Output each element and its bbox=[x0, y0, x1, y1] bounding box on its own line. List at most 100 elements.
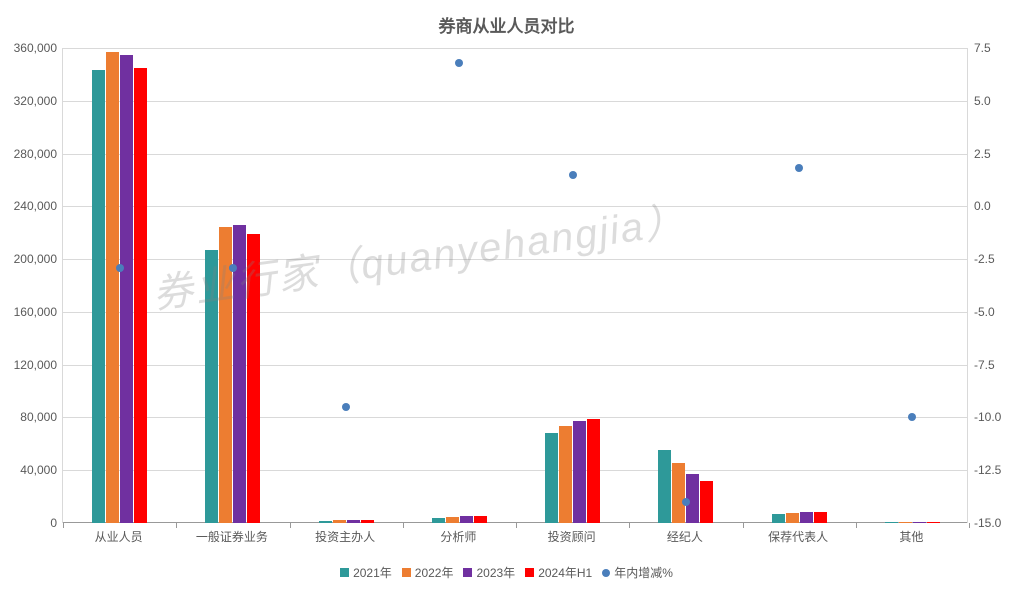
gridline bbox=[63, 312, 967, 313]
y-left-tick-label: 240,000 bbox=[14, 199, 57, 213]
y-right-tick-label: 2.5 bbox=[974, 147, 991, 161]
legend-swatch-icon bbox=[463, 568, 472, 577]
bar bbox=[247, 234, 260, 523]
y-right-tick-label: 5.0 bbox=[974, 94, 991, 108]
x-tick-label: 投资主办人 bbox=[315, 528, 375, 545]
legend-label: 2023年 bbox=[476, 564, 515, 581]
legend-label: 2024年H1 bbox=[538, 564, 592, 581]
y-left-tick-label: 200,000 bbox=[14, 252, 57, 266]
legend-swatch-icon bbox=[340, 568, 349, 577]
x-tick-label: 其他 bbox=[899, 528, 923, 545]
scatter-dot bbox=[342, 403, 350, 411]
bar bbox=[573, 421, 586, 523]
bar bbox=[700, 481, 713, 523]
plot-area bbox=[62, 48, 968, 523]
bar bbox=[92, 70, 105, 523]
x-tick bbox=[743, 523, 744, 528]
x-tick-label: 一般证券业务 bbox=[196, 528, 268, 545]
scatter-dot bbox=[229, 264, 237, 272]
x-tick bbox=[629, 523, 630, 528]
y-left-tick-label: 360,000 bbox=[14, 41, 57, 55]
x-tick bbox=[290, 523, 291, 528]
legend-item: 年内增减% bbox=[602, 564, 673, 581]
gridline bbox=[63, 365, 967, 366]
gridline bbox=[63, 470, 967, 471]
bar bbox=[899, 522, 912, 523]
bar bbox=[927, 522, 940, 523]
y-right-tick-label: -7.5 bbox=[974, 358, 995, 372]
y-right-tick-label: 0.0 bbox=[974, 199, 991, 213]
x-tick bbox=[516, 523, 517, 528]
scatter-dot bbox=[569, 171, 577, 179]
scatter-dot bbox=[795, 164, 803, 172]
bar bbox=[814, 512, 827, 523]
bar bbox=[205, 250, 218, 523]
y-right-tick-label: -10.0 bbox=[974, 410, 1001, 424]
bar bbox=[885, 522, 898, 523]
y-right-tick-label: -2.5 bbox=[974, 252, 995, 266]
gridline bbox=[63, 259, 967, 260]
x-tick-label: 经纪人 bbox=[667, 528, 703, 545]
legend-label: 2022年 bbox=[415, 564, 454, 581]
y-right-tick-label: 7.5 bbox=[974, 41, 991, 55]
x-tick bbox=[403, 523, 404, 528]
bar bbox=[120, 55, 133, 523]
x-tick-label: 投资顾问 bbox=[548, 528, 596, 545]
x-tick bbox=[63, 523, 64, 528]
x-tick bbox=[969, 523, 970, 528]
bar bbox=[319, 521, 332, 523]
gridline bbox=[63, 101, 967, 102]
y-left-tick-label: 40,000 bbox=[20, 463, 57, 477]
scatter-dot bbox=[116, 264, 124, 272]
y-right-tick-label: -15.0 bbox=[974, 516, 1001, 530]
chart-title: 券商从业人员对比 bbox=[0, 0, 1013, 37]
bar bbox=[333, 520, 346, 523]
y-right-tick-label: -5.0 bbox=[974, 305, 995, 319]
bar bbox=[361, 520, 374, 523]
bar bbox=[347, 520, 360, 523]
legend-label: 年内增减% bbox=[614, 564, 673, 581]
x-tick bbox=[176, 523, 177, 528]
bar bbox=[219, 227, 232, 523]
bar bbox=[772, 514, 785, 524]
gridline bbox=[63, 48, 967, 49]
legend-item: 2022年 bbox=[402, 564, 454, 581]
bar bbox=[460, 516, 473, 523]
gridline bbox=[63, 206, 967, 207]
legend-item: 2023年 bbox=[463, 564, 515, 581]
y-left-tick-label: 80,000 bbox=[20, 410, 57, 424]
y-left-tick-label: 280,000 bbox=[14, 147, 57, 161]
scatter-dot bbox=[682, 498, 690, 506]
y-right-tick-label: -12.5 bbox=[974, 463, 1001, 477]
bar bbox=[800, 512, 813, 523]
legend-dot-icon bbox=[602, 569, 610, 577]
x-tick-label: 从业人员 bbox=[95, 528, 143, 545]
bar bbox=[446, 517, 459, 523]
legend: 2021年 2022年 2023年 2024年H1 年内增减% bbox=[0, 564, 1013, 581]
bar bbox=[786, 513, 799, 523]
legend-item: 2024年H1 bbox=[525, 564, 592, 581]
gridline bbox=[63, 417, 967, 418]
chart-container: 券商从业人员对比 券业行家（quanyehangjia） 2021年2022年2… bbox=[0, 0, 1013, 589]
legend-item: 2021年 bbox=[340, 564, 392, 581]
y-left-tick-label: 120,000 bbox=[14, 358, 57, 372]
bar bbox=[587, 419, 600, 523]
bar bbox=[106, 52, 119, 523]
y-left-tick-label: 160,000 bbox=[14, 305, 57, 319]
bar bbox=[432, 518, 445, 523]
x-axis-line bbox=[63, 522, 967, 523]
x-tick-label: 分析师 bbox=[440, 528, 476, 545]
bar bbox=[672, 463, 685, 523]
gridline bbox=[63, 154, 967, 155]
bar bbox=[134, 68, 147, 523]
bar bbox=[545, 433, 558, 523]
bar bbox=[913, 522, 926, 523]
bar bbox=[559, 426, 572, 523]
legend-label: 2021年 bbox=[353, 564, 392, 581]
bar bbox=[658, 450, 671, 523]
legend-swatch-icon bbox=[525, 568, 534, 577]
y-left-tick-label: 0 bbox=[50, 516, 57, 530]
x-tick bbox=[856, 523, 857, 528]
legend-swatch-icon bbox=[402, 568, 411, 577]
scatter-dot bbox=[455, 59, 463, 67]
